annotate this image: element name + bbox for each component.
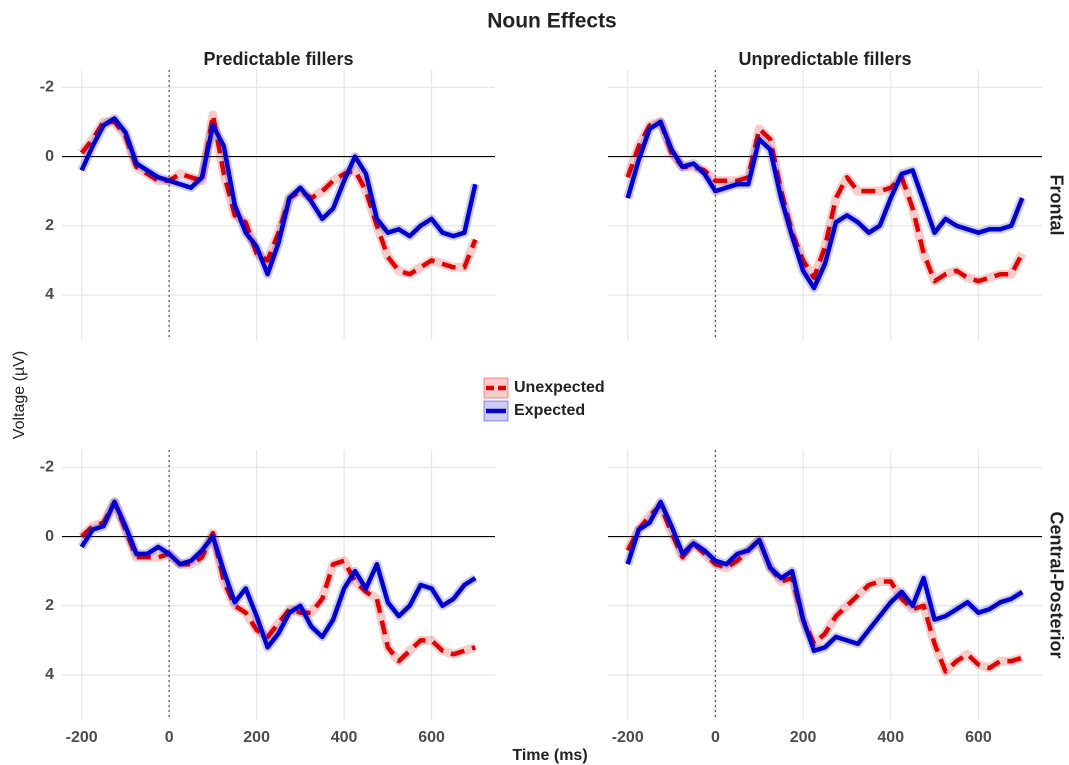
y-tick-label: 0 — [45, 528, 54, 545]
x-tick-label: -200 — [612, 729, 644, 746]
legend-label: Expected — [514, 402, 585, 419]
series-line — [79, 112, 478, 277]
x-tick-label: 0 — [165, 729, 174, 746]
x-axis-label: Time (ms) — [512, 747, 587, 764]
x-tick-label: -200 — [66, 729, 98, 746]
y-tick-label: 0 — [45, 148, 54, 165]
y-tick-label: -2 — [40, 459, 54, 476]
column-strip: Predictable fillers — [203, 49, 353, 69]
series-line — [625, 119, 1025, 284]
row-strip: Central-Posterior — [1046, 511, 1066, 658]
y-tick-label: 4 — [45, 286, 54, 303]
y-axis-label: Voltage (µV) — [11, 351, 28, 439]
x-tick-label: 600 — [965, 729, 992, 746]
x-tick-label: 200 — [243, 729, 270, 746]
legend-key — [483, 377, 509, 399]
series-line — [80, 499, 476, 664]
x-tick-label: 200 — [790, 729, 817, 746]
y-tick-label: -2 — [40, 79, 54, 96]
chart-title: Noun Effects — [487, 10, 617, 33]
series-line — [625, 503, 1023, 674]
column-strip: Unpredictable fillers — [738, 49, 911, 69]
legend-label: Unexpected — [514, 379, 605, 396]
series-line — [79, 116, 478, 277]
series-line — [625, 499, 1024, 654]
series-line — [79, 499, 477, 650]
y-tick-label: 2 — [45, 217, 54, 234]
x-tick-label: 400 — [331, 729, 358, 746]
y-tick-label: 2 — [45, 597, 54, 614]
row-strip: Frontal — [1046, 175, 1066, 236]
ribbon — [77, 497, 478, 652]
series-line — [625, 119, 1025, 291]
y-tick-label: 4 — [45, 666, 54, 683]
x-tick-label: 0 — [711, 729, 720, 746]
x-tick-label: 600 — [418, 729, 445, 746]
ribbon — [77, 113, 480, 279]
x-tick-label: 400 — [877, 729, 904, 746]
